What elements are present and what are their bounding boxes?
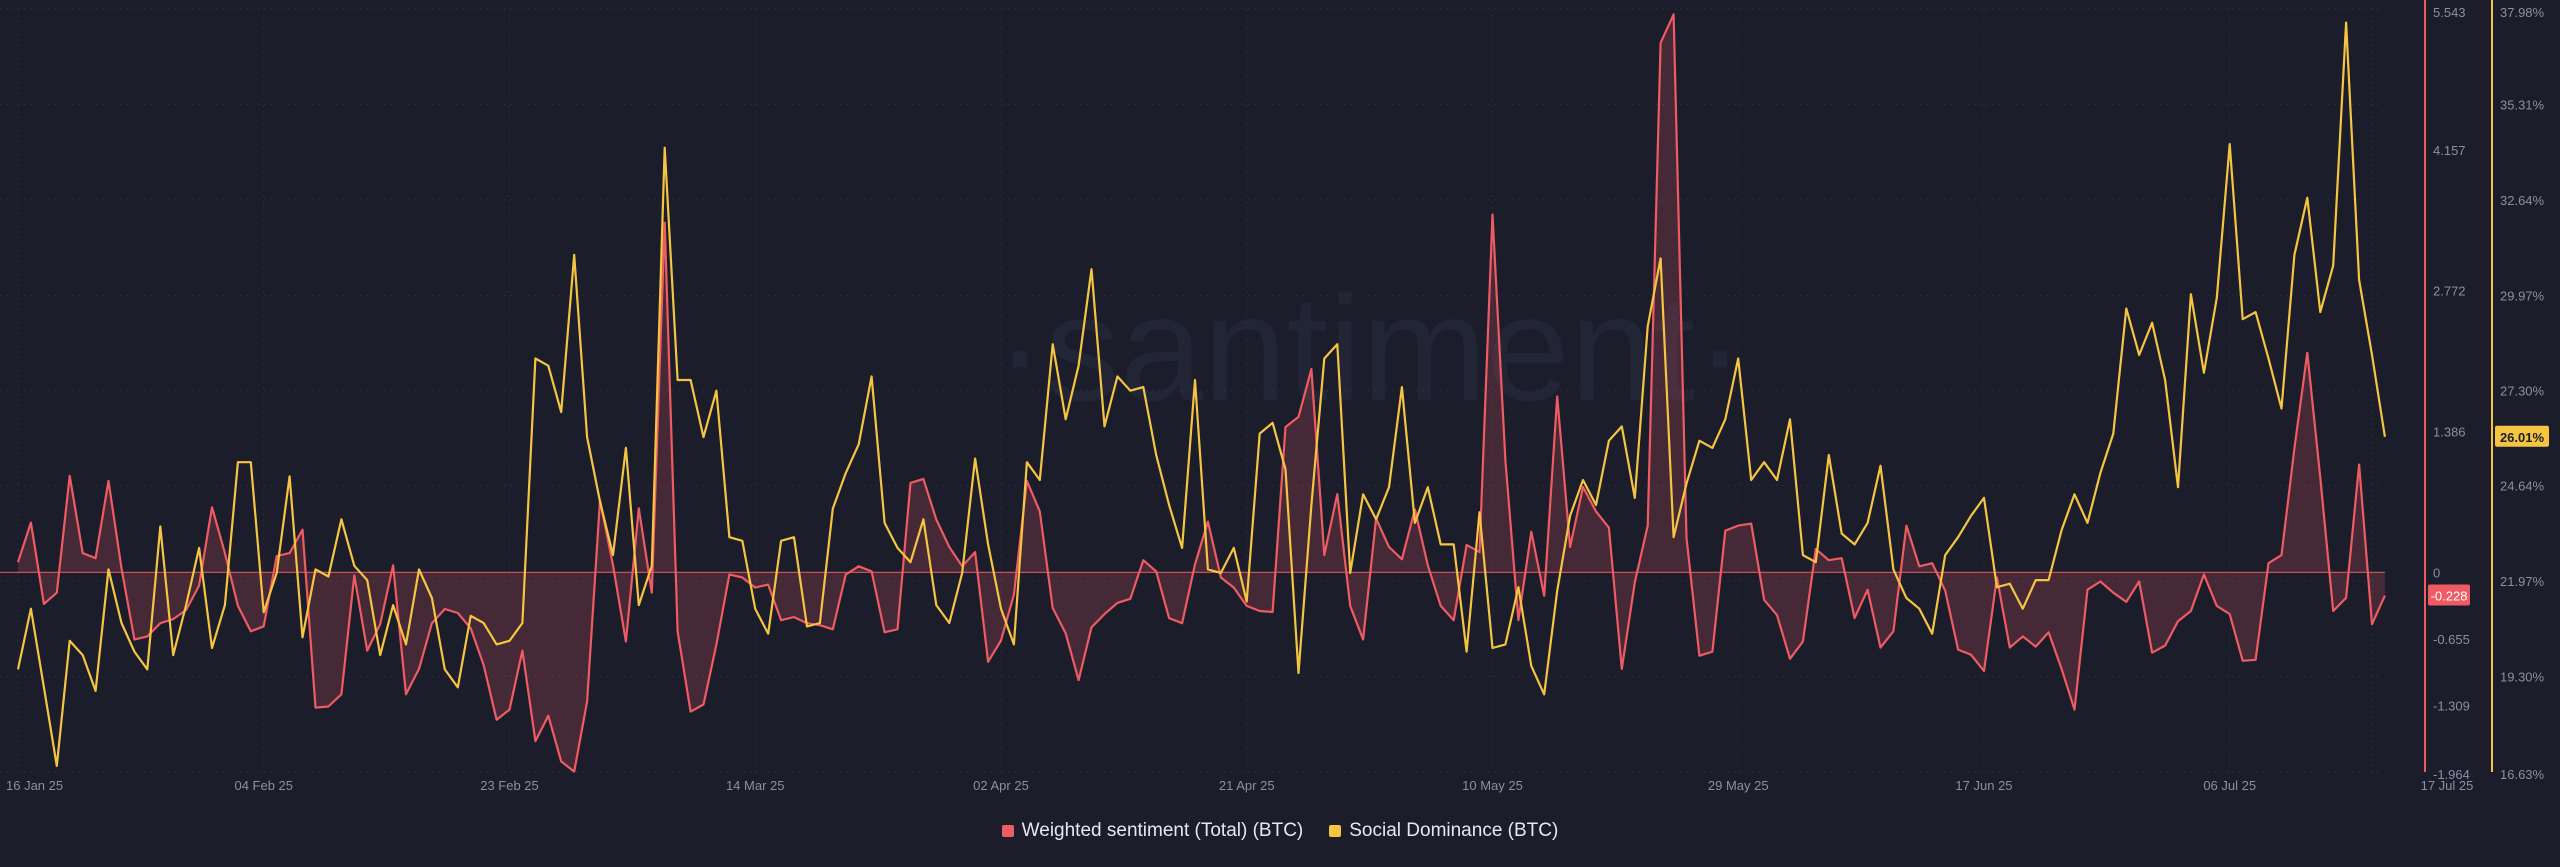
dominance-axis-tick: 21.97% — [2500, 574, 2545, 589]
sentiment-axis-tick: -1.309 — [2433, 698, 2470, 713]
sentiment-area — [18, 14, 2385, 772]
x-axis-tick: 02 Apr 25 — [973, 778, 1029, 793]
x-axis-tick: 23 Feb 25 — [480, 778, 539, 793]
dominance-axis-tick: 35.31% — [2500, 97, 2545, 112]
dominance-axis-tick: 19.30% — [2500, 670, 2545, 685]
legend-swatch-sentiment — [1001, 825, 1014, 837]
dominance-axis-tick: 29.97% — [2500, 288, 2545, 303]
sentiment-axis-tick: -0.655 — [2433, 632, 2470, 647]
legend-label-sentiment: Weighted sentiment (Total) (BTC) — [1021, 820, 1304, 841]
x-axis-tick: 10 May 25 — [1462, 778, 1523, 793]
x-axis-tick: 04 Feb 25 — [234, 778, 293, 793]
legend-item-sentiment[interactable]: Weighted sentiment (Total) (BTC) — [1001, 820, 1304, 842]
watermark: ·santiment· — [995, 264, 1745, 432]
dominance-line — [16, 21, 2386, 767]
legend: Weighted sentiment (Total) (BTC) Social … — [0, 820, 2560, 842]
legend-label-dominance: Social Dominance (BTC) — [1349, 820, 1559, 841]
x-axis-tick: 14 Mar 25 — [726, 778, 785, 793]
dominance-axis-tick: 16.63% — [2500, 767, 2545, 782]
sentiment-last-value-badge — [2428, 584, 2470, 606]
sentiment-axis-tick: 1.386 — [2433, 425, 2466, 440]
dominance-axis-tick: 32.64% — [2500, 193, 2545, 208]
sentiment-axis-tick: 4.157 — [2433, 143, 2466, 158]
x-axis-tick: 17 Jun 25 — [1955, 778, 2012, 793]
dominance-axis-tick: 37.98% — [2500, 5, 2545, 20]
legend-swatch-dominance — [1329, 825, 1342, 837]
dominance-last-value: 26.01% — [2500, 430, 2545, 445]
x-axis-tick: 29 May 25 — [1708, 778, 1769, 793]
sentiment-axis-tick: 5.543 — [2433, 5, 2466, 20]
legend-item-dominance[interactable]: Social Dominance (BTC) — [1329, 820, 1558, 842]
x-axis-tick: 16 Jan 25 — [6, 778, 63, 793]
sentiment-line — [16, 13, 2386, 773]
dominance-axis-tick: 24.64% — [2500, 479, 2545, 494]
sentiment-axis-tick: 0 — [2433, 565, 2440, 580]
x-axis-tick: 21 Apr 25 — [1219, 778, 1275, 793]
sentiment-axis-tick: 2.772 — [2433, 284, 2466, 299]
sentiment-last-value: -0.228 — [2431, 589, 2468, 604]
x-axis-tick: 17 Jul 25 — [2421, 778, 2474, 793]
dominance-axis-tick: 27.30% — [2500, 384, 2545, 399]
dominance-last-value-badge — [2495, 425, 2549, 447]
sentiment-axis-tick: -1.964 — [2433, 767, 2470, 782]
x-axis-tick: 06 Jul 25 — [2203, 778, 2256, 793]
